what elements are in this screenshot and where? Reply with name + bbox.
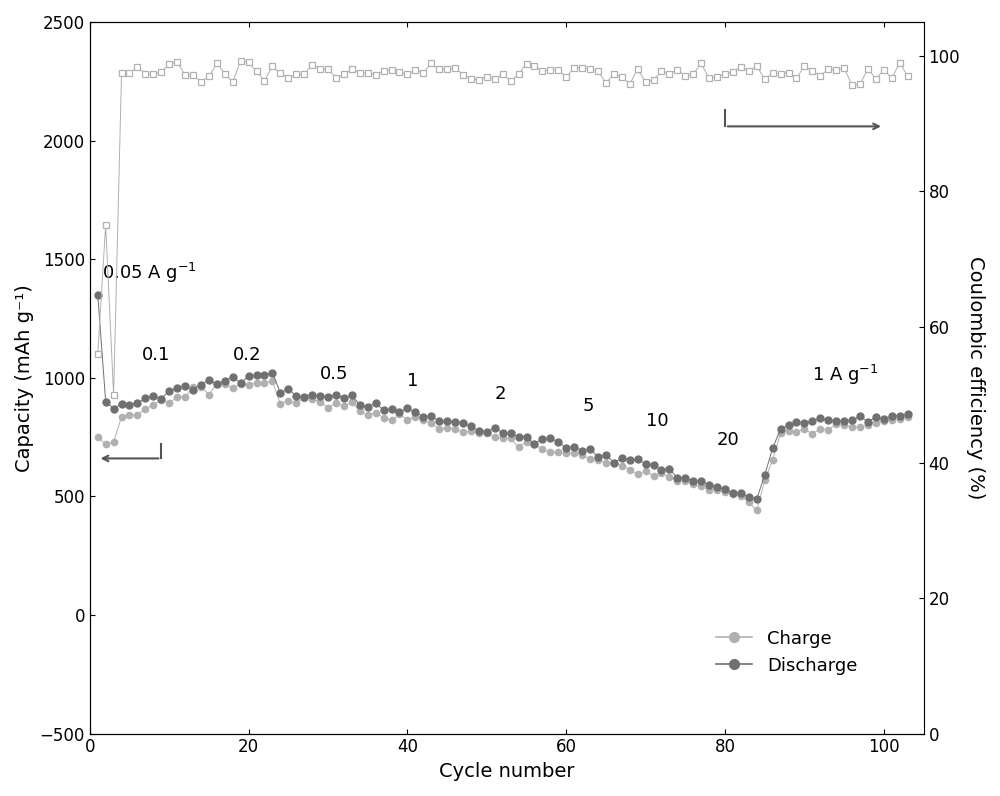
Text: 5: 5	[582, 396, 594, 415]
Text: 0.2: 0.2	[233, 345, 261, 364]
X-axis label: Cycle number: Cycle number	[439, 762, 574, 781]
Text: 1 A g$^{-1}$: 1 A g$^{-1}$	[812, 363, 879, 388]
Text: 0.5: 0.5	[320, 365, 349, 383]
Text: 10: 10	[646, 412, 668, 430]
Text: 1: 1	[407, 372, 419, 390]
Text: 0.05 A g$^{-1}$: 0.05 A g$^{-1}$	[102, 261, 197, 285]
Text: 2: 2	[495, 384, 506, 403]
Y-axis label: Capacity (mAh g⁻¹): Capacity (mAh g⁻¹)	[15, 284, 34, 472]
Text: 0.1: 0.1	[141, 345, 170, 364]
Y-axis label: Coulombic efficiency (%): Coulombic efficiency (%)	[966, 256, 985, 499]
Legend: Charge, Discharge: Charge, Discharge	[709, 622, 864, 682]
Text: 20: 20	[717, 431, 740, 449]
